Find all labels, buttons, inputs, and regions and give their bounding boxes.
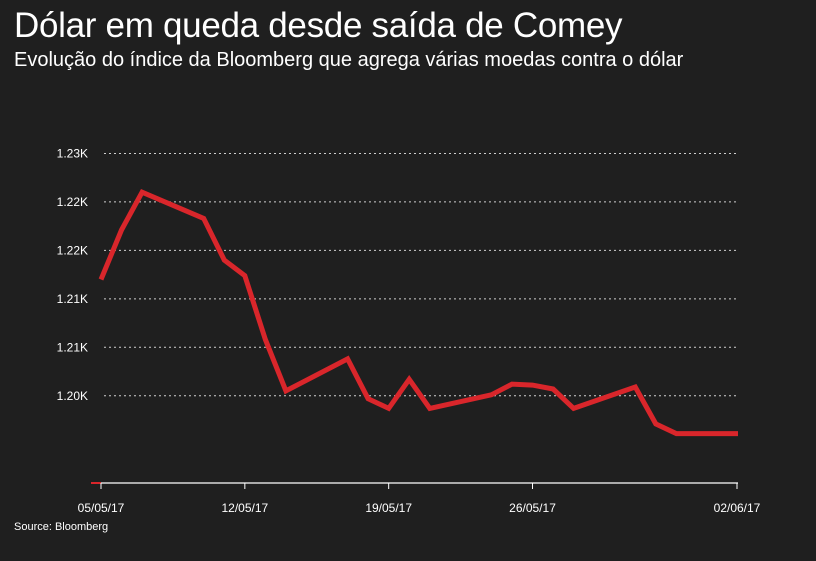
x-tick-label: 26/05/17 (509, 501, 556, 515)
series-line (98, 189, 738, 437)
y-tick-label: 1.21K (57, 340, 88, 354)
y-tick-label: 1.22K (57, 243, 88, 257)
chart-subtitle: Evolução do índice da Bloomberg que agre… (14, 49, 684, 71)
x-tick-label: 05/05/17 (78, 501, 125, 515)
y-tick-label: 1.21K (57, 292, 88, 306)
y-tick-label: 1.23K (57, 146, 88, 160)
chart-title: Dólar em queda desde saída de Comey (14, 6, 623, 45)
y-tick-label: 1.22K (57, 195, 88, 209)
x-tick-label: 19/05/17 (365, 501, 412, 515)
x-tick-label: 02/06/17 (714, 501, 761, 515)
x-tick-label: 12/05/17 (221, 501, 268, 515)
source-note: Source: Bloomberg (14, 521, 109, 533)
y-tick-label: 1.20K (57, 389, 88, 403)
